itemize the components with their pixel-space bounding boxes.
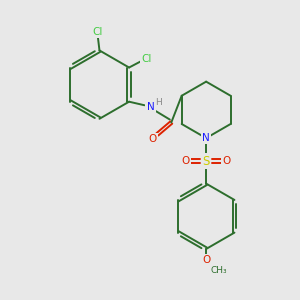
Text: N: N (147, 102, 154, 112)
Text: O: O (222, 156, 230, 166)
Text: Cl: Cl (141, 54, 152, 64)
Text: H: H (155, 98, 162, 107)
Text: N: N (202, 133, 210, 143)
Text: Cl: Cl (93, 27, 103, 37)
Text: CH₃: CH₃ (211, 266, 227, 274)
Text: O: O (149, 134, 157, 144)
Text: O: O (182, 156, 190, 166)
Text: S: S (202, 155, 210, 168)
Text: O: O (202, 255, 210, 265)
